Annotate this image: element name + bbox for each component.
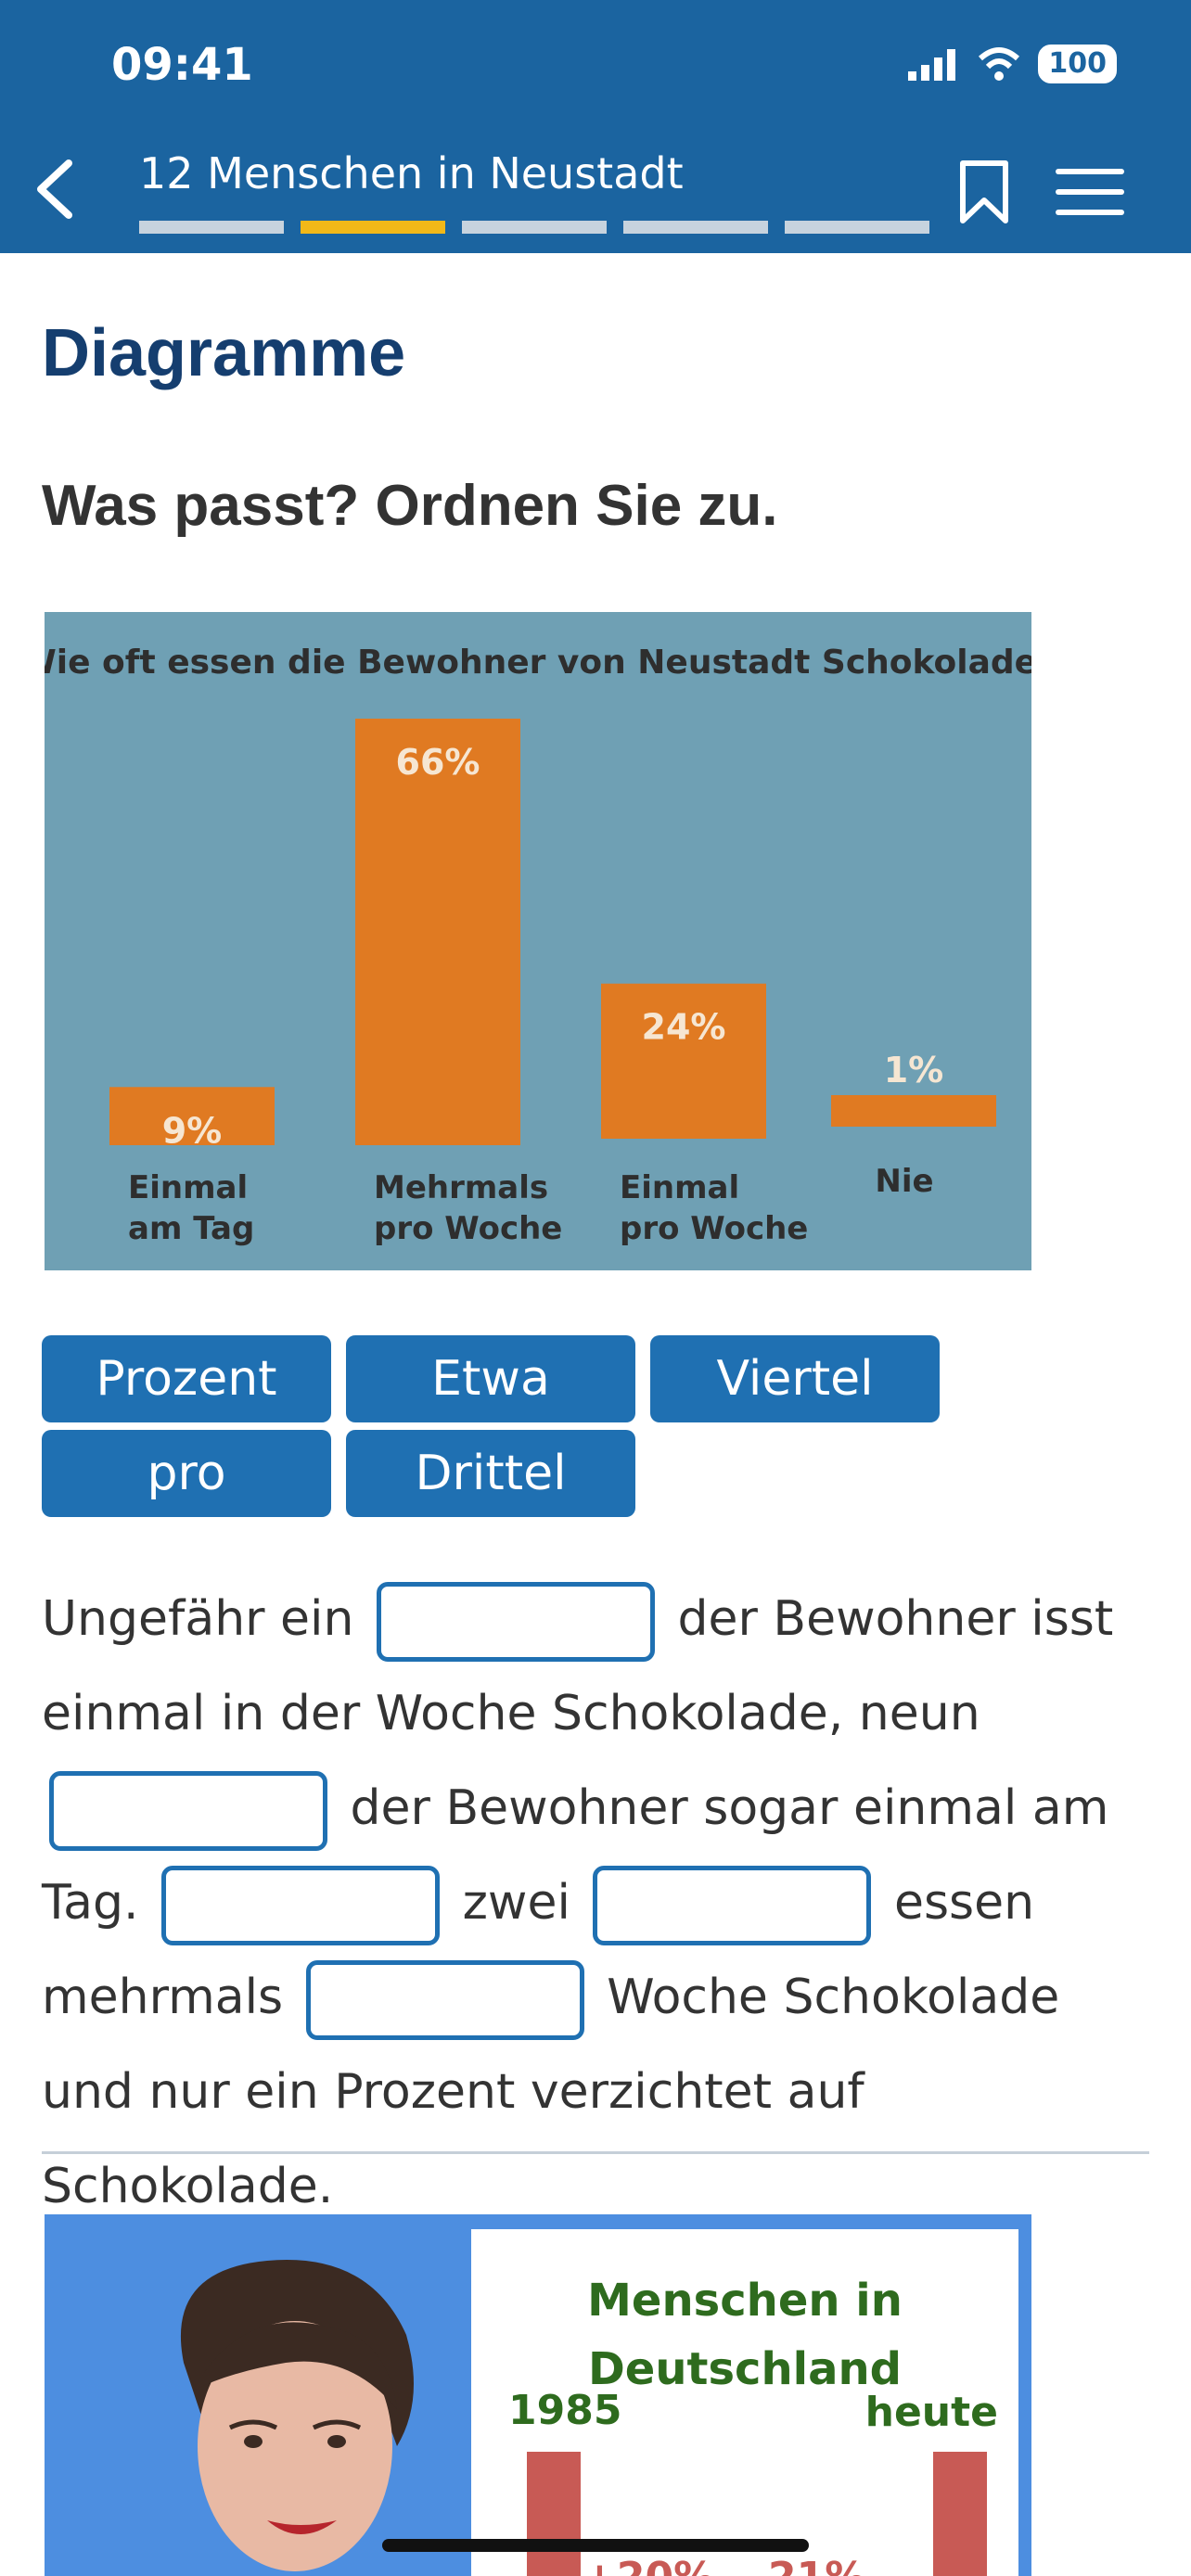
bar-1985 [527, 2452, 581, 2576]
blank-1[interactable] [376, 1582, 655, 1662]
category-label: Nie [875, 1163, 933, 1200]
category-label: Mehrmals [374, 1169, 548, 1206]
bookmark-icon[interactable] [957, 159, 1011, 224]
category-label: Einmal [128, 1169, 248, 1206]
percent-1985: +20% [583, 2554, 714, 2576]
blank-4[interactable] [593, 1866, 872, 1945]
section-divider [42, 2151, 1149, 2154]
germany-chart-card: Menschen in Deutschland 1985 heute +20% … [471, 2229, 1018, 2576]
value-label: 1% [884, 1050, 944, 1090]
year-label-heute: heute [864, 2389, 998, 2436]
chocolate-bar-chart: Wie oft essen die Bewohner von Neustadt … [45, 612, 1031, 1270]
status-icons: 100 [908, 45, 1117, 83]
progress-segment-active [301, 221, 445, 234]
next-exercise-illustration: Menschen in Deutschland 1985 heute +20% … [45, 2214, 1031, 2576]
app-header: 09:41 100 12 Menschen in Neustadt [0, 0, 1191, 253]
category-label: pro Woche [374, 1210, 562, 1247]
page-heading: Diagramme [42, 316, 406, 390]
progress-segment [462, 221, 607, 234]
blank-3[interactable] [161, 1866, 441, 1945]
category-label: Einmal [620, 1169, 739, 1206]
chip-pro[interactable]: pro [42, 1430, 331, 1517]
blank-5[interactable] [305, 1960, 584, 2040]
category-label: am Tag [128, 1210, 254, 1247]
chapter-title: 12 Menschen in Neustadt [139, 148, 684, 198]
cloze-text-part: essen mehrmals [42, 1875, 1035, 2025]
cloze-text-part: der Bewohner sogar einmal am Tag. [42, 1780, 1109, 1931]
cloze-text-part: der Bewohner isst einmal in der Woche Sc… [42, 1591, 1114, 1741]
category-label: pro Woche [620, 1210, 808, 1247]
inset-title: Menschen in Deutschland [587, 2275, 903, 2395]
home-indicator [382, 2539, 809, 2552]
percent-heute: 21% [768, 2554, 865, 2576]
status-time: 09:41 [111, 39, 253, 91]
chapter-progress [139, 221, 929, 234]
progress-segment [785, 221, 929, 234]
woman-illustration [180, 2260, 414, 2571]
chip-prozent[interactable]: Prozent [42, 1335, 331, 1422]
bar-2 [601, 983, 766, 1139]
wifi-icon [979, 47, 1020, 81]
bar-3 [831, 1095, 996, 1127]
progress-segment [139, 221, 284, 234]
back-arrow-icon[interactable] [28, 156, 78, 223]
chip-drittel[interactable]: Drittel [346, 1430, 635, 1517]
chart-title: Wie oft essen die Bewohner von Neustadt … [45, 644, 1031, 682]
blank-2[interactable] [49, 1771, 327, 1851]
bar-heute [933, 2452, 987, 2576]
value-label: 9% [162, 1110, 223, 1151]
value-label: 24% [642, 1007, 726, 1048]
chart-background [45, 612, 1031, 1270]
cloze-text-part: Woche Schokolade und nur ein Prozent ver… [42, 1970, 1060, 2214]
bar-0 [109, 1087, 275, 1145]
value-label: 66% [396, 742, 480, 783]
cloze-text-part: zwei [462, 1875, 570, 1931]
progress-segment [623, 221, 768, 234]
battery-indicator: 100 [1038, 45, 1117, 83]
signal-icon [908, 49, 956, 81]
chip-viertel[interactable]: Viertel [650, 1335, 940, 1422]
year-label-1985: 1985 [508, 2387, 622, 2434]
cloze-text: Ungefähr ein der Bewohner isst einmal in… [42, 1572, 1155, 2234]
hamburger-menu-icon[interactable] [1054, 167, 1126, 217]
chip-etwa[interactable]: Etwa [346, 1335, 635, 1422]
bar-1 [355, 719, 520, 1145]
cloze-text-part: Ungefähr ein [42, 1591, 354, 1647]
exercise-instruction: Was passt? Ordnen Sie zu. [42, 474, 778, 538]
